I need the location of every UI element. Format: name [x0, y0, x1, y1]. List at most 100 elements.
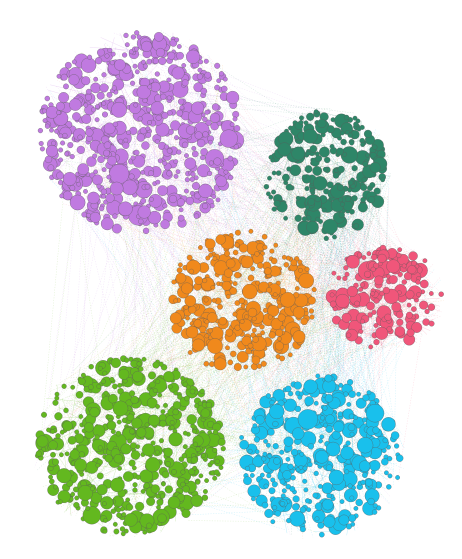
graph-node: [302, 128, 318, 144]
graph-node: [173, 298, 179, 304]
graph-edge: [52, 124, 406, 279]
graph-node: [175, 272, 187, 284]
graph-node: [185, 125, 196, 135]
graph-node: [324, 374, 333, 383]
graph-node: [162, 203, 168, 209]
graph-node: [283, 436, 294, 447]
graph-node: [251, 327, 257, 333]
graph-node: [354, 300, 360, 307]
graph-node: [111, 101, 127, 118]
graph-node: [191, 428, 197, 434]
graph-node: [184, 479, 190, 484]
graph-node: [382, 286, 390, 295]
graph-node: [142, 63, 148, 69]
graph-node: [63, 407, 69, 414]
graph-node: [67, 435, 77, 445]
graph-node: [286, 517, 292, 524]
graph-node: [249, 472, 255, 478]
graph-node: [189, 176, 195, 182]
graph-node: [283, 262, 290, 268]
graph-edge: [85, 127, 213, 428]
graph-node: [358, 329, 364, 334]
graph-node: [229, 122, 235, 128]
graph-node: [177, 214, 185, 222]
graph-node: [383, 470, 389, 476]
graph-edge: [182, 269, 202, 467]
graph-node: [373, 297, 380, 304]
graph-node: [234, 229, 241, 236]
graph-node: [72, 486, 79, 493]
graph-node: [345, 440, 351, 446]
graph-node: [333, 421, 345, 433]
graph-edge: [256, 264, 371, 430]
graph-edge: [138, 188, 169, 486]
graph-node: [184, 295, 197, 307]
graph-node: [198, 183, 213, 199]
graph-node: [64, 451, 70, 457]
graph-edge: [287, 324, 380, 412]
graph-node: [118, 368, 130, 380]
graph-node: [109, 60, 115, 66]
graph-node: [96, 183, 102, 189]
graph-edge: [227, 133, 256, 463]
graph-edge: [245, 151, 291, 169]
graph-node: [141, 356, 147, 362]
graph-node: [282, 470, 292, 480]
graph-node: [193, 213, 200, 219]
graph-node: [272, 505, 278, 511]
graph-node: [112, 121, 119, 128]
graph-edge: [210, 136, 355, 332]
graph-node: [340, 138, 347, 146]
cluster-orange: [168, 228, 317, 372]
graph-edge: [118, 207, 309, 387]
graph-node: [271, 206, 277, 212]
graph-node: [152, 361, 160, 369]
graph-edge: [113, 32, 331, 115]
graph-edge: [316, 196, 389, 308]
graph-node: [103, 390, 109, 396]
graph-node: [191, 150, 199, 158]
graph-node: [335, 293, 350, 309]
graph-node: [185, 325, 199, 339]
graph-edge: [227, 172, 364, 298]
graph-node: [59, 193, 65, 199]
graph-node: [154, 449, 160, 455]
graph-node: [285, 255, 291, 261]
graph-node: [411, 260, 417, 267]
graph-edge: [173, 280, 197, 400]
graph-node: [373, 262, 380, 269]
graph-edge: [150, 173, 222, 362]
graph-node: [158, 56, 167, 66]
graph-node: [205, 255, 211, 261]
graph-edge: [231, 158, 292, 185]
graph-edge: [130, 215, 303, 225]
graph-node: [177, 262, 183, 268]
graph-node: [355, 397, 367, 409]
graph-node: [247, 342, 254, 349]
graph-edge: [303, 154, 376, 423]
graph-edge: [349, 186, 398, 250]
graph-node: [106, 91, 113, 98]
graph-edge: [175, 125, 209, 399]
graph-node: [123, 137, 129, 143]
graph-edge: [313, 335, 417, 376]
graph-node: [274, 341, 284, 351]
graph-node: [188, 268, 195, 275]
graph-node: [134, 46, 139, 52]
graph-node: [312, 492, 319, 499]
graph-node: [361, 255, 367, 260]
graph-node: [364, 478, 373, 487]
graph-edge: [96, 64, 199, 469]
graph-edge: [168, 267, 381, 298]
graph-node: [166, 77, 172, 83]
graph-node: [351, 165, 358, 172]
graph-node: [269, 403, 285, 420]
graph-edge: [88, 127, 358, 145]
graph-node: [314, 516, 320, 522]
graph-node: [359, 318, 365, 324]
graph-node: [92, 424, 106, 438]
graph-edge: [129, 78, 223, 404]
graph-node: [71, 59, 77, 65]
graph-node: [314, 449, 329, 464]
graph-node: [304, 186, 310, 192]
